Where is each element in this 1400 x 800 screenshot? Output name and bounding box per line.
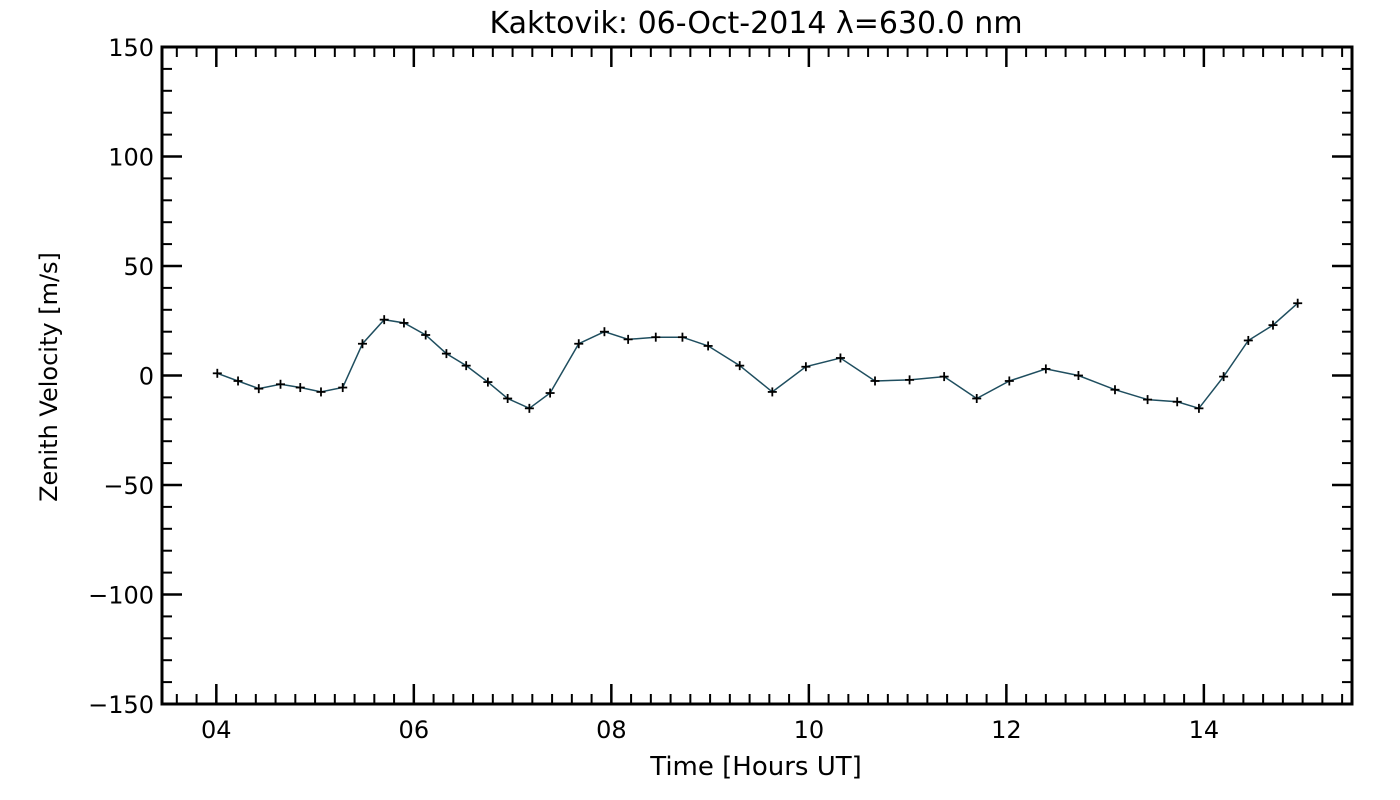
data-point — [835, 353, 845, 363]
data-point — [212, 368, 222, 378]
data-point — [1243, 335, 1253, 345]
data-point — [870, 376, 880, 386]
data-point — [421, 330, 431, 340]
y-tick-label: 50 — [123, 253, 154, 281]
x-tick-label: 12 — [991, 716, 1022, 744]
data-point — [677, 332, 687, 342]
x-tick-label: 10 — [794, 716, 825, 744]
data-point — [1172, 397, 1182, 407]
y-tick-label: −100 — [88, 582, 154, 610]
y-tick-label: 150 — [108, 34, 154, 62]
data-point — [357, 339, 367, 349]
data-point — [599, 327, 609, 337]
data-point — [483, 377, 493, 387]
data-point — [545, 388, 555, 398]
x-tick-label: 04 — [201, 716, 232, 744]
data-point — [1268, 320, 1278, 330]
data-point — [703, 341, 713, 351]
data-point — [254, 384, 264, 394]
data-point — [276, 379, 286, 389]
plot-frame — [160, 45, 1354, 706]
data-point — [233, 376, 243, 386]
chart-title: Kaktovik: 06-Oct-2014 λ=630.0 nm — [489, 6, 1022, 41]
data-point — [461, 361, 471, 371]
data-point — [1073, 371, 1083, 380]
data-point — [503, 393, 513, 403]
data-point — [735, 361, 745, 371]
data-point — [399, 318, 409, 328]
data-point — [651, 332, 661, 342]
data-point — [905, 375, 915, 385]
y-axis-label: Zenith Velocity [m/s] — [35, 252, 63, 502]
data-point — [1004, 376, 1014, 386]
series-line — [217, 302, 1299, 410]
data-point — [524, 403, 534, 413]
data-point — [801, 362, 811, 372]
axes: 150 100 50 0 −50 −100 −150 04 06 08 10 12 14 — [88, 34, 1352, 744]
data-point — [1110, 385, 1120, 395]
data-point — [623, 334, 633, 344]
series-layer — [212, 298, 1303, 413]
y-tick-label: 100 — [108, 144, 154, 172]
data-point — [1219, 372, 1229, 382]
data-point — [441, 349, 451, 359]
y-tick-label: −150 — [88, 691, 154, 719]
data-point — [1041, 364, 1051, 374]
y-tick-label: −50 — [103, 472, 154, 500]
data-point — [338, 383, 348, 393]
y-tick-label: 0 — [139, 363, 154, 391]
x-axis-label: Time [Hours UT] — [649, 752, 862, 782]
data-point — [939, 372, 949, 382]
data-point — [1293, 298, 1303, 308]
data-point — [1194, 403, 1204, 413]
x-tick-label: 08 — [596, 716, 627, 744]
data-point — [379, 315, 389, 325]
data-point — [972, 393, 982, 403]
data-point — [767, 387, 777, 397]
data-point — [295, 383, 305, 393]
x-tick-label: 06 — [399, 716, 430, 744]
x-tick-label: 14 — [1189, 716, 1220, 744]
data-point — [316, 387, 326, 397]
data-point — [574, 339, 584, 349]
data-point — [1143, 395, 1153, 405]
